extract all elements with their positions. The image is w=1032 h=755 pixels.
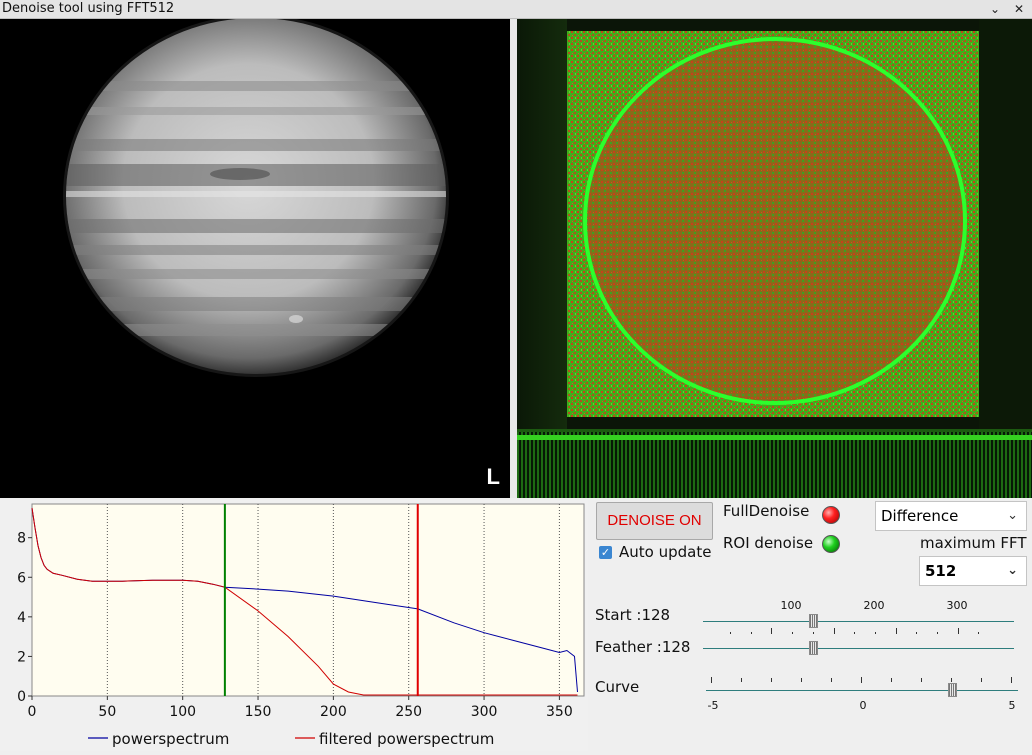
slider-tick xyxy=(951,678,952,682)
panel-divider[interactable] xyxy=(510,19,517,498)
y-tick-label: 6 xyxy=(17,570,26,586)
full-denoise-indicator-icon[interactable] xyxy=(822,506,840,524)
feather-slider-handle[interactable] xyxy=(809,641,818,655)
full-denoise-label: FullDenoise xyxy=(723,502,810,520)
mode-select[interactable]: Difference ⌄ xyxy=(875,501,1027,531)
slider-tick xyxy=(750,632,752,634)
y-tick-label: 8 xyxy=(17,531,26,547)
title-bar: Denoise tool using FFT512 ⌄ ✕ xyxy=(0,0,1032,19)
max-fft-select[interactable]: 512 ⌄ xyxy=(919,556,1027,586)
fft-image-panel[interactable] xyxy=(517,19,1032,498)
mode-select-value: Difference xyxy=(881,507,959,525)
slider-tick xyxy=(937,632,938,634)
x-tick-label: 100 xyxy=(169,704,196,720)
preview-image-panel[interactable]: L xyxy=(0,19,510,498)
legend-label: filtered powerspectrum xyxy=(319,730,494,748)
y-tick-label: 2 xyxy=(17,649,26,665)
x-tick-label: 0 xyxy=(28,704,37,720)
slider-tick xyxy=(741,678,742,682)
slider-tick xyxy=(895,628,897,634)
slider-tick xyxy=(854,632,856,634)
slider-tick xyxy=(730,632,731,634)
x-tick-label: 50 xyxy=(98,704,116,720)
slider-tick xyxy=(801,678,802,682)
power-spectrum-plot: 0 50 100 150 200 250 300 350 0 2 4 6 8 powerspectrum f… xyxy=(17,503,585,748)
slider-tick xyxy=(831,678,832,682)
slider-tick xyxy=(771,628,773,634)
x-tick-label: 300 xyxy=(471,704,498,720)
slider-tick xyxy=(891,678,892,682)
x-tick-label: 350 xyxy=(546,704,573,720)
roi-denoise-indicator-icon[interactable] xyxy=(822,535,840,553)
slider-tick xyxy=(957,628,959,634)
x-tick-label: 150 xyxy=(245,704,272,720)
chevron-down-icon: ⌄ xyxy=(1007,508,1018,523)
legend-label: powerspectrum xyxy=(112,730,229,748)
feather-label: Feather :128 xyxy=(595,638,691,656)
slider-scale-label: 100 xyxy=(780,599,802,612)
x-tick-label: 250 xyxy=(395,704,422,720)
denoise-toggle-button[interactable]: DENOISE ON xyxy=(596,502,713,540)
slider-tick xyxy=(833,628,835,634)
curve-slider-handle[interactable] xyxy=(948,683,957,697)
curve-scale-label: 5 xyxy=(1008,699,1016,712)
auto-update-label: Auto update xyxy=(619,543,712,561)
jupiter-image xyxy=(63,19,449,377)
roi-denoise-label: ROI denoise xyxy=(723,534,814,552)
series-line-filtered-powerspectrum xyxy=(31,507,578,696)
controls-panel: DENOISE ON ✓ Auto update FullDenoise ROI… xyxy=(588,500,1032,751)
start-slider-track[interactable] xyxy=(703,621,1014,622)
slider-tick xyxy=(921,678,922,682)
chevron-down-icon: ⌄ xyxy=(1007,563,1018,578)
slider-tick xyxy=(874,632,876,634)
max-fft-label: maximum FFT xyxy=(920,534,1027,552)
curve-label: Curve xyxy=(595,678,640,696)
y-tick-label: 4 xyxy=(17,610,26,626)
slider-tick xyxy=(771,678,772,682)
curve-scale-label: -5 xyxy=(707,699,719,712)
slider-tick xyxy=(981,678,982,682)
start-label: Start :128 xyxy=(595,606,671,624)
slider-tick xyxy=(861,677,862,683)
slider-tick xyxy=(1011,677,1012,683)
fft-spectrum-image xyxy=(517,19,1032,498)
auto-update-checkbox[interactable]: ✓ xyxy=(599,546,612,559)
x-tick-label: 200 xyxy=(320,704,347,720)
slider-scale-label: 300 xyxy=(946,599,968,612)
slider-tick xyxy=(812,632,814,634)
curve-slider-track[interactable] xyxy=(706,690,1018,691)
window-title: Denoise tool using FFT512 xyxy=(2,1,175,16)
slider-tick xyxy=(978,632,980,634)
power-spectrum-chart: 0 50 100 150 200 250 300 350 0 2 4 6 8 powerspectrum f… xyxy=(0,500,588,751)
y-tick-label: 0 xyxy=(17,689,26,705)
chevron-down-icon[interactable]: ⌄ xyxy=(989,2,1001,16)
close-icon[interactable]: ✕ xyxy=(1013,2,1025,16)
plot-area xyxy=(31,503,585,697)
start-slider-handle[interactable] xyxy=(809,614,818,628)
channel-label: L xyxy=(486,464,500,489)
slider-scale-label: 200 xyxy=(863,599,885,612)
slider-tick xyxy=(711,677,712,683)
slider-tick xyxy=(792,632,794,634)
feather-slider-track[interactable] xyxy=(703,648,1014,649)
slider-tick xyxy=(916,632,918,634)
curve-scale-label: 0 xyxy=(859,699,867,712)
max-fft-value: 512 xyxy=(925,562,957,580)
